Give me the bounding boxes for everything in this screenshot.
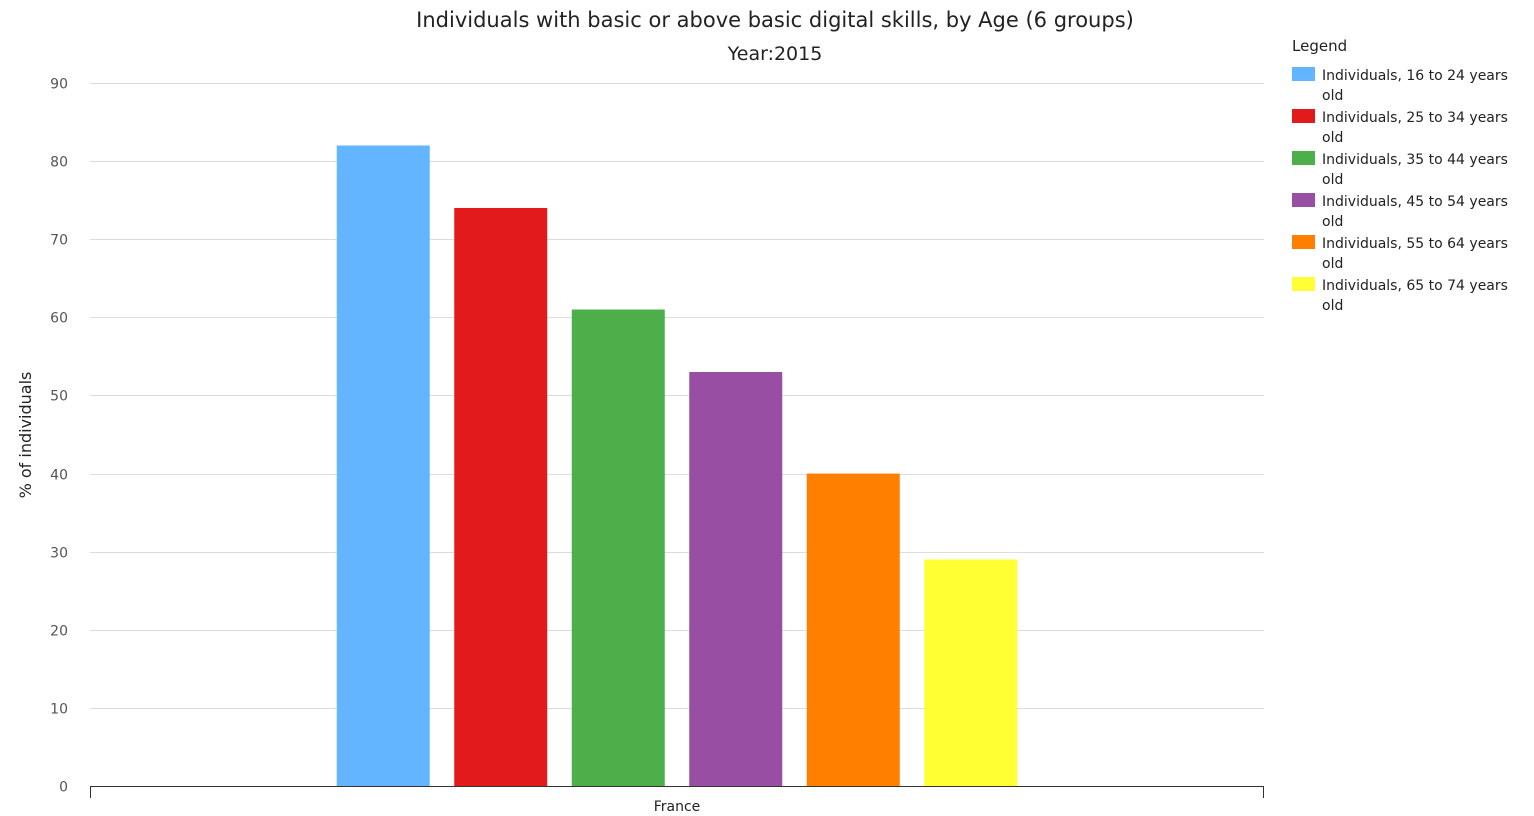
y-tick-label: 70 [50,233,68,249]
legend: Legend Individuals, 16 to 24 years old Ind… [1292,37,1508,314]
legend-item[interactable]: Individuals, 25 to 34 years old [1292,109,1508,146]
y-tick-label: 60 [50,311,68,327]
y-tick-label: 30 [50,546,68,562]
legend-label: Individuals, 25 to 34 years old [1322,110,1508,146]
legend-title: Legend [1292,37,1347,55]
chart-subtitle: Year:2015 [727,43,823,65]
y-axis-title: % of individuals [16,372,35,499]
bars [336,145,1018,786]
legend-swatch [1292,277,1315,291]
bar[interactable] [924,559,1018,786]
legend-label: Individuals, 65 to 74 years old [1322,278,1508,314]
legend-label: Individuals, 16 to 24 years old [1322,68,1508,104]
y-tick-label: 90 [50,77,68,93]
legend-item[interactable]: Individuals, 55 to 64 years old [1292,235,1508,272]
bar[interactable] [454,207,548,786]
bar[interactable] [336,145,430,786]
legend-label: Individuals, 35 to 44 years old [1322,152,1508,188]
legend-item[interactable]: Individuals, 35 to 44 years old [1292,151,1508,188]
legend-item[interactable]: Individuals, 16 to 24 years old [1292,67,1508,104]
legend-swatch [1292,193,1315,207]
legend-swatch [1292,109,1315,123]
y-tick-label: 50 [50,389,68,405]
bar[interactable] [571,309,665,786]
legend-label: Individuals, 45 to 54 years old [1322,194,1508,230]
y-tick-label: 40 [50,468,68,484]
legend-item[interactable]: Individuals, 65 to 74 years old [1292,277,1508,314]
bar[interactable] [689,372,783,786]
y-tick-label: 80 [50,155,68,171]
legend-swatch [1292,235,1315,249]
grid: 0 10 20 30 40 50 60 70 80 90 [50,77,1264,796]
y-tick-label: 0 [59,780,68,796]
legend-swatch [1292,67,1315,81]
x-tick-label: France [654,799,701,815]
bar[interactable] [806,473,900,786]
legend-swatch [1292,151,1315,165]
y-tick-label: 20 [50,624,68,640]
axes: France [90,786,1264,815]
y-tick-label: 10 [50,702,68,718]
legend-label: Individuals, 55 to 64 years old [1322,236,1508,272]
chart-title: Individuals with basic or above basic di… [416,8,1134,32]
legend-item[interactable]: Individuals, 45 to 54 years old [1292,193,1508,230]
